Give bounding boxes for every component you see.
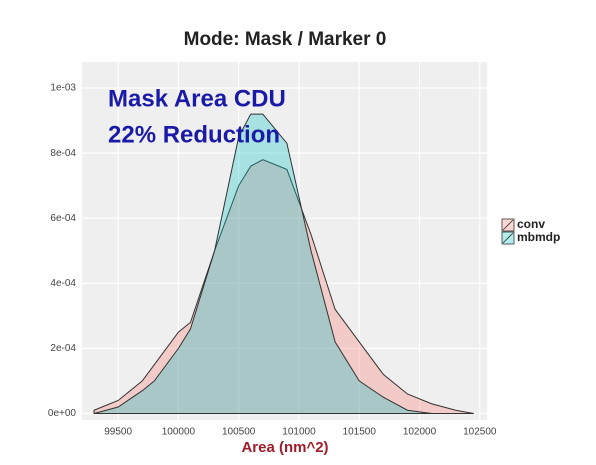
chart-title: Mode: Mask / Marker 0 bbox=[184, 29, 387, 50]
x-tick-label: 100000 bbox=[162, 427, 196, 438]
annotation: 22% Reduction bbox=[108, 121, 280, 148]
y-tick-label: 2e-04 bbox=[50, 343, 76, 354]
x-axis-label: Area (nm^2) bbox=[241, 439, 328, 456]
y-tick-label: 6e-04 bbox=[50, 213, 76, 224]
x-tick-label: 100500 bbox=[222, 427, 256, 438]
y-tick-label: 1e-03 bbox=[50, 83, 76, 94]
x-tick-label: 101500 bbox=[343, 427, 377, 438]
legend-swatch-line bbox=[502, 219, 514, 231]
y-tick-label: 8e-04 bbox=[50, 148, 76, 159]
y-tick-label: 4e-04 bbox=[50, 278, 76, 289]
density-area bbox=[93, 159, 474, 414]
x-tick-label: 101000 bbox=[282, 427, 316, 438]
annotation: Mask Area CDU bbox=[108, 85, 286, 112]
y-tick-label: 0e+00 bbox=[48, 408, 77, 419]
legend-label: mbmdp bbox=[517, 230, 560, 244]
density-area bbox=[93, 113, 474, 414]
x-tick-label: 102500 bbox=[463, 427, 497, 438]
x-tick-label: 99500 bbox=[104, 427, 132, 438]
x-tick-label: 102000 bbox=[403, 427, 437, 438]
legend-label: conv bbox=[517, 217, 545, 231]
legend-swatch-line bbox=[502, 232, 514, 244]
